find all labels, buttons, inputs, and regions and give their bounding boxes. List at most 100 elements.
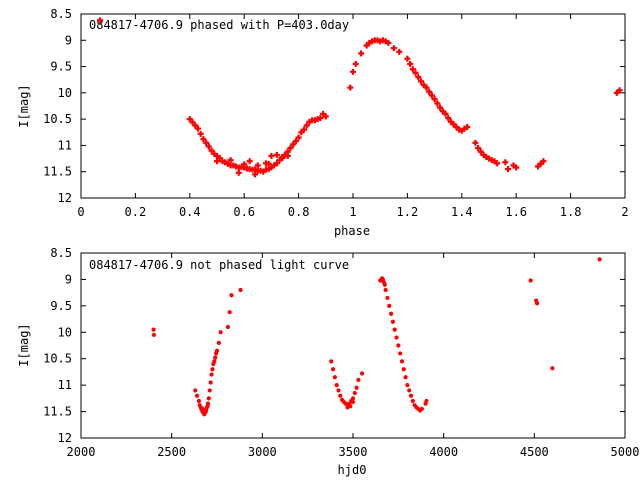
x-tick-label: 2500 [157, 445, 186, 459]
data-point [472, 139, 479, 146]
chart-title: 084817-4706.9 phased with P=403.0day [89, 18, 349, 32]
data-point [203, 139, 210, 146]
x-tick-label: 0 [77, 205, 84, 219]
data-point [408, 393, 414, 398]
data-point [403, 375, 408, 380]
data-point [528, 278, 533, 283]
data-point [246, 158, 253, 165]
data-point [196, 398, 201, 404]
data-point [396, 343, 401, 348]
data-point [392, 327, 397, 332]
x-tick-label: 0.2 [125, 205, 147, 219]
data-point [410, 398, 415, 404]
phased-light-curve-panel: 084817-4706.9 phased with P=403.0day pha… [17, 7, 629, 238]
chart-title: 084817-4706.9 not phased light curve [89, 258, 349, 272]
y-tick-label: 9 [65, 272, 72, 286]
data-point [209, 372, 214, 377]
data-point [210, 367, 215, 372]
data-point [350, 399, 356, 405]
data-point [415, 74, 422, 81]
data-point [350, 396, 356, 401]
data-point [273, 151, 280, 158]
data-point [287, 145, 294, 152]
data-point [203, 409, 208, 414]
data-point [225, 324, 230, 330]
data-point [192, 122, 199, 129]
x-axis-label: hjd0 [338, 463, 367, 477]
data-point [205, 404, 210, 409]
data-point [200, 406, 205, 412]
data-point [303, 122, 310, 129]
x-tick-label: 2000 [67, 445, 96, 459]
x-tick-label: 0.6 [233, 205, 255, 219]
data-point [216, 340, 221, 345]
data-point [412, 69, 419, 76]
data-point [218, 330, 223, 335]
data-point [388, 311, 394, 316]
data-point [273, 160, 280, 167]
data-point [387, 303, 392, 308]
data-point [505, 166, 512, 173]
data-point [265, 160, 272, 167]
x-tick-label: 4000 [429, 445, 458, 459]
data-point [207, 388, 212, 393]
x-tick-label: 4500 [520, 445, 549, 459]
data-point [197, 130, 204, 137]
data-point [334, 383, 339, 388]
data-point [513, 164, 520, 171]
x-tick-label: 1.4 [451, 205, 473, 219]
data-point [383, 287, 388, 293]
data-point [385, 39, 392, 46]
data-point [502, 159, 509, 166]
plot-frame [80, 252, 626, 439]
data-point [550, 366, 555, 371]
data-point [208, 147, 215, 154]
data-point [336, 388, 341, 393]
data-point [97, 17, 104, 24]
data-point [534, 301, 540, 306]
plot-frame [80, 13, 626, 199]
y-tick-label: 12 [58, 191, 72, 205]
data-point [464, 124, 471, 131]
data-point [597, 257, 602, 262]
data-point [186, 116, 193, 123]
data-point [208, 380, 213, 385]
data-point [284, 152, 291, 159]
data-point [352, 60, 359, 67]
ticks: 2000 2500 3000 3500 4000 4500 5000 8.5 9 9.5 10 10.… [43, 246, 639, 459]
data-point [431, 96, 438, 103]
data-point [238, 287, 243, 293]
data-point [348, 404, 353, 409]
data-point [194, 125, 201, 132]
x-tick-label: 1.2 [397, 205, 419, 219]
data-point [292, 138, 299, 145]
data-point [330, 367, 336, 372]
x-tick-label: 1 [349, 205, 356, 219]
data-point [401, 367, 406, 372]
data-point [338, 393, 343, 398]
data-point [350, 68, 356, 75]
data-point [214, 348, 220, 353]
data-point [418, 78, 424, 85]
data-point [254, 162, 261, 169]
data-point [475, 145, 482, 152]
data-point [205, 143, 212, 150]
data-point [409, 66, 416, 73]
data-point [279, 153, 286, 160]
data-points [97, 17, 623, 178]
data-point [322, 113, 329, 120]
y-tick-label: 8.5 [50, 246, 72, 260]
x-tick-label: 1.6 [505, 205, 527, 219]
data-point [396, 48, 403, 55]
data-point [616, 87, 623, 94]
y-tick-label: 11.5 [43, 165, 72, 179]
data-point [394, 335, 399, 340]
data-point [390, 319, 395, 324]
y-tick-label: 10.5 [43, 112, 72, 126]
data-point [358, 50, 365, 57]
x-tick-label: 2 [621, 205, 628, 219]
data-point [437, 104, 444, 111]
data-point [382, 282, 387, 287]
ticks: 0 0.2 0.4 0.6 0.8 1 1.2 1.4 1.6 1.8 2 8.5 9 9.5 10 10.5… [43, 7, 629, 219]
